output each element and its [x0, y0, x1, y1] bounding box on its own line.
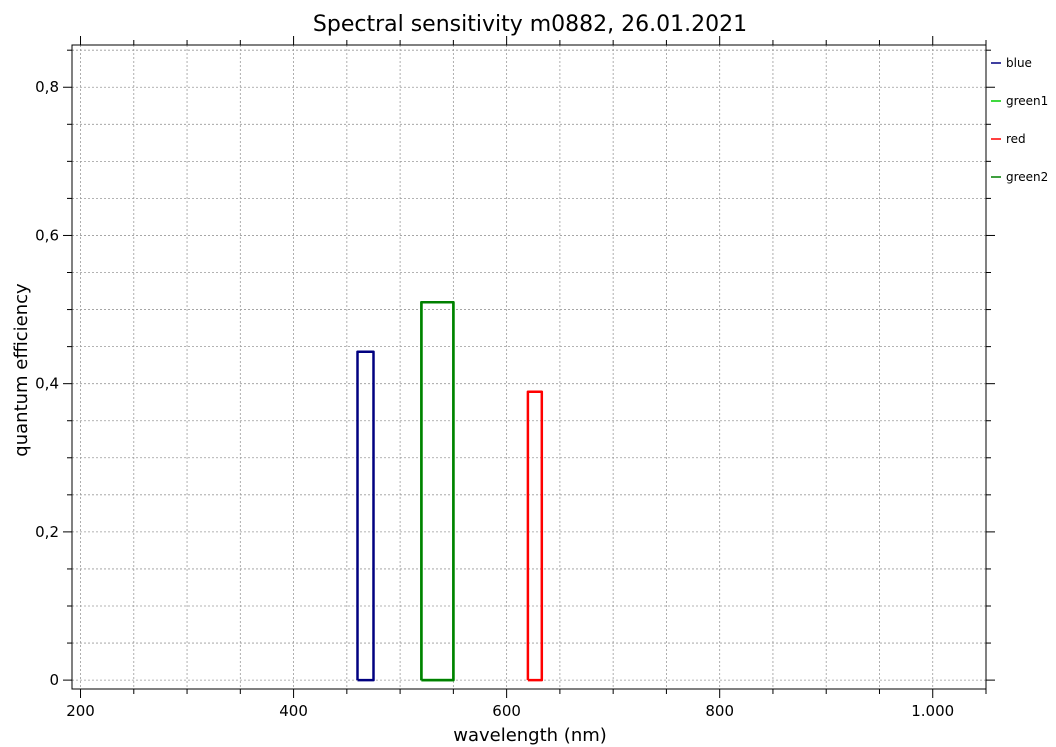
- x-tick-label: 600: [492, 702, 521, 720]
- legend-label-blue: blue: [1006, 56, 1032, 70]
- legend-label-green1: green1: [1006, 94, 1048, 108]
- series-line-red: [526, 390, 544, 682]
- y-axis-label: quantum efficiency: [11, 283, 32, 457]
- plot-series: [356, 300, 544, 682]
- x-axis-label: wavelength (nm): [453, 725, 607, 746]
- legend: blue green1 red green2: [991, 56, 1048, 184]
- y-tick-label: 0,6: [35, 226, 59, 244]
- legend-label-green2: green2: [1006, 170, 1048, 184]
- x-tick-label: 400: [279, 702, 308, 720]
- series-line-green1: [420, 300, 455, 682]
- plot-frame: [71, 44, 987, 690]
- series-line-green2: [420, 300, 455, 682]
- y-tick-label: 0,8: [35, 78, 59, 96]
- y-tick-label: 0: [49, 671, 59, 689]
- y-tick-label: 0,2: [35, 523, 59, 541]
- legend-label-red: red: [1006, 132, 1026, 146]
- x-tick-label: 200: [66, 702, 95, 720]
- axis-ticks: 200 400 600 800 1.000 0 0,2 0,4 0,6 0,8: [35, 36, 995, 720]
- x-tick-label: 1.000: [911, 702, 954, 720]
- x-tick-label: 800: [705, 702, 734, 720]
- chart-title: Spectral sensitivity m0882, 26.01.2021: [313, 12, 747, 37]
- y-tick-label: 0,4: [35, 375, 59, 393]
- series-line-blue: [356, 350, 375, 682]
